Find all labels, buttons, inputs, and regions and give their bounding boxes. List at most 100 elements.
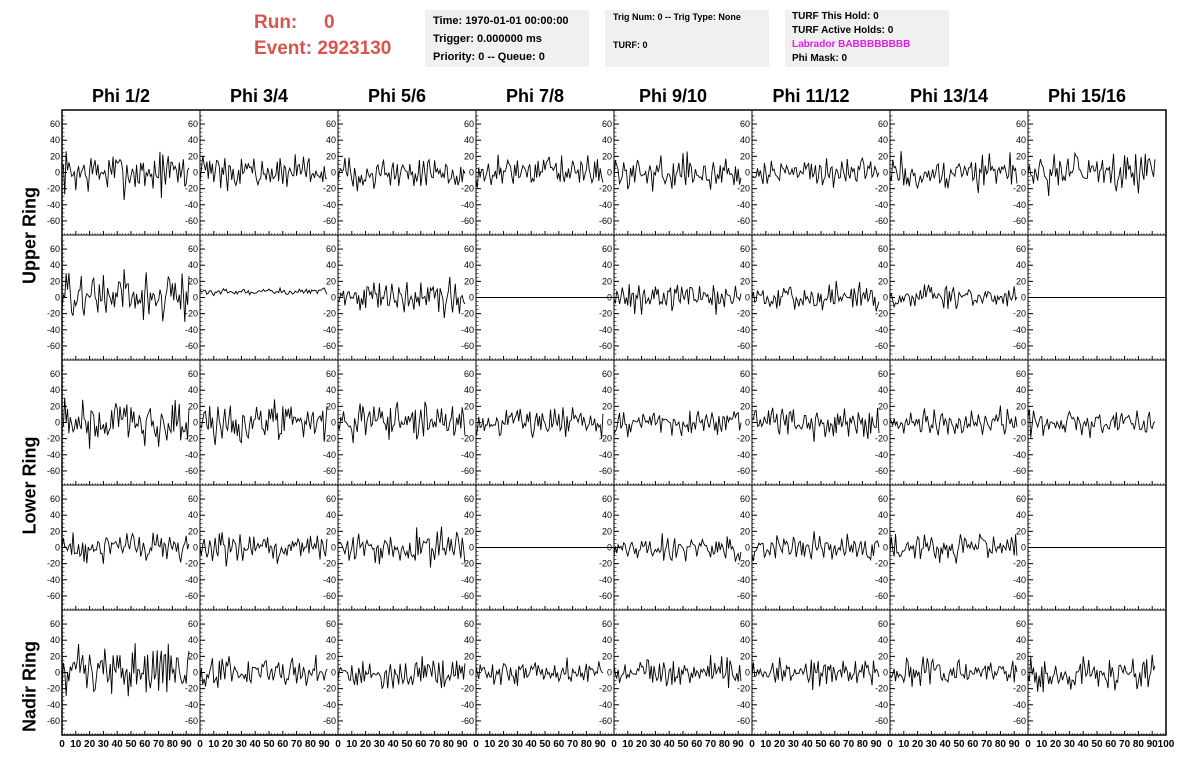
y-tick-label: 20 bbox=[740, 276, 750, 286]
panel-frame bbox=[613, 234, 753, 361]
waveform-trace bbox=[475, 407, 604, 439]
y-tick-label: 0 bbox=[883, 418, 888, 428]
y-tick-label: 20 bbox=[1016, 526, 1026, 536]
y-tick-label: 0 bbox=[331, 293, 336, 303]
y-tick-label: -20 bbox=[323, 559, 336, 569]
x-tick-label: 70 bbox=[843, 739, 855, 750]
waveform-trace bbox=[751, 407, 880, 442]
phi-header-11-12: Phi 11/12 bbox=[772, 86, 850, 106]
y-tick-label: -60 bbox=[599, 341, 612, 351]
y-tick-label: 20 bbox=[188, 276, 198, 286]
x-tick-label: 60 bbox=[415, 739, 427, 750]
y-tick-label: -20 bbox=[47, 434, 60, 444]
y-tick-label: 0 bbox=[331, 668, 336, 678]
y-tick-label: 0 bbox=[607, 168, 612, 178]
y-tick-label: 40 bbox=[602, 635, 612, 645]
y-tick-label: 60 bbox=[602, 244, 612, 254]
y-tick-label: -20 bbox=[47, 184, 60, 194]
y-tick-label: 20 bbox=[326, 401, 336, 411]
y-tick-label: -20 bbox=[875, 184, 888, 194]
x-tick-label: 50 bbox=[677, 739, 689, 750]
y-tick-label: 0 bbox=[607, 293, 612, 303]
waveform-trace bbox=[199, 654, 328, 688]
waveform-trace bbox=[199, 399, 328, 446]
y-tick-label: 60 bbox=[188, 369, 198, 379]
y-tick-label: 0 bbox=[607, 543, 612, 553]
y-tick-label: 20 bbox=[326, 151, 336, 161]
y-tick-label: -40 bbox=[1013, 325, 1026, 335]
y-tick-label: 60 bbox=[878, 369, 888, 379]
y-tick-label: -60 bbox=[461, 341, 474, 351]
y-tick-label: 40 bbox=[878, 385, 888, 395]
y-tick-label: 40 bbox=[326, 385, 336, 395]
y-tick-label: -60 bbox=[875, 466, 888, 476]
y-tick-label: 40 bbox=[740, 510, 750, 520]
y-tick-label: -20 bbox=[599, 434, 612, 444]
panel-frame bbox=[751, 359, 891, 486]
waveform-trace bbox=[475, 657, 604, 687]
waveform-trace bbox=[889, 151, 1018, 194]
phi-header-9-10: Phi 9/10 bbox=[638, 86, 708, 106]
y-tick-label: 20 bbox=[188, 151, 198, 161]
panel-frame bbox=[199, 234, 339, 361]
y-tick-label: -40 bbox=[185, 575, 198, 585]
y-tick-label: 60 bbox=[740, 119, 750, 129]
waveform-trace bbox=[337, 526, 466, 568]
y-tick-label: 60 bbox=[602, 494, 612, 504]
y-tick-label: 40 bbox=[602, 260, 612, 270]
x-tick-label: 20 bbox=[1050, 739, 1062, 750]
phi-header-5-6: Phi 5/6 bbox=[367, 86, 427, 106]
waveform-trace bbox=[199, 154, 328, 192]
waveform-trace bbox=[61, 397, 190, 449]
y-tick-label: -60 bbox=[461, 466, 474, 476]
turf-info-box: TURF This Hold: 0 TURF Active Holds: 0 L… bbox=[785, 10, 949, 67]
y-tick-label: 20 bbox=[740, 401, 750, 411]
y-tick-label: 0 bbox=[331, 543, 336, 553]
y-tick-label: 40 bbox=[50, 510, 60, 520]
panel-frame bbox=[889, 234, 1029, 361]
y-tick-label: 20 bbox=[464, 276, 474, 286]
y-tick-label: 20 bbox=[464, 651, 474, 661]
y-tick-label: -20 bbox=[47, 309, 60, 319]
y-tick-label: 0 bbox=[607, 418, 612, 428]
y-tick-label: -60 bbox=[737, 466, 750, 476]
x-tick-label: 50 bbox=[263, 739, 275, 750]
x-tick-label: 80 bbox=[719, 739, 731, 750]
y-tick-label: 40 bbox=[1016, 510, 1026, 520]
y-tick-label: -40 bbox=[737, 325, 750, 335]
y-tick-label: -40 bbox=[47, 450, 60, 460]
y-tick-label: 0 bbox=[469, 293, 474, 303]
waveform-trace bbox=[751, 280, 880, 312]
y-tick-label: -60 bbox=[323, 216, 336, 226]
y-tick-label: 40 bbox=[50, 135, 60, 145]
x-tick-label: 10 bbox=[70, 739, 82, 750]
y-tick-label: -40 bbox=[875, 325, 888, 335]
x-tick-label: 80 bbox=[581, 739, 593, 750]
y-tick-label: -40 bbox=[185, 450, 198, 460]
y-tick-label: 20 bbox=[326, 276, 336, 286]
y-tick-label: -40 bbox=[185, 200, 198, 210]
y-tick-label: -40 bbox=[1013, 200, 1026, 210]
panel-frame bbox=[889, 359, 1029, 486]
y-tick-label: -20 bbox=[461, 309, 474, 319]
x-tick-label: 30 bbox=[650, 739, 662, 750]
y-tick-label: -40 bbox=[875, 575, 888, 585]
y-tick-label: -40 bbox=[461, 575, 474, 585]
waveform-trace bbox=[751, 657, 880, 690]
y-tick-label: 20 bbox=[602, 651, 612, 661]
y-tick-label: -60 bbox=[875, 341, 888, 351]
x-tick-label: 70 bbox=[1119, 739, 1131, 750]
event-label: Event: bbox=[254, 38, 313, 59]
y-tick-label: -60 bbox=[1013, 466, 1026, 476]
run-info: Run: 0 Event: 2923130 bbox=[254, 10, 391, 62]
x-tick-label: 60 bbox=[1105, 739, 1117, 750]
y-tick-label: 60 bbox=[326, 494, 336, 504]
x-tick-label: 30 bbox=[1064, 739, 1076, 750]
y-tick-label: 0 bbox=[55, 543, 60, 553]
y-tick-label: 60 bbox=[188, 244, 198, 254]
x-tick-label: 70 bbox=[429, 739, 441, 750]
x-tick-label: 100 bbox=[1158, 739, 1175, 750]
y-tick-label: 0 bbox=[55, 668, 60, 678]
y-tick-label: 40 bbox=[878, 635, 888, 645]
x-tick-label: 60 bbox=[691, 739, 703, 750]
